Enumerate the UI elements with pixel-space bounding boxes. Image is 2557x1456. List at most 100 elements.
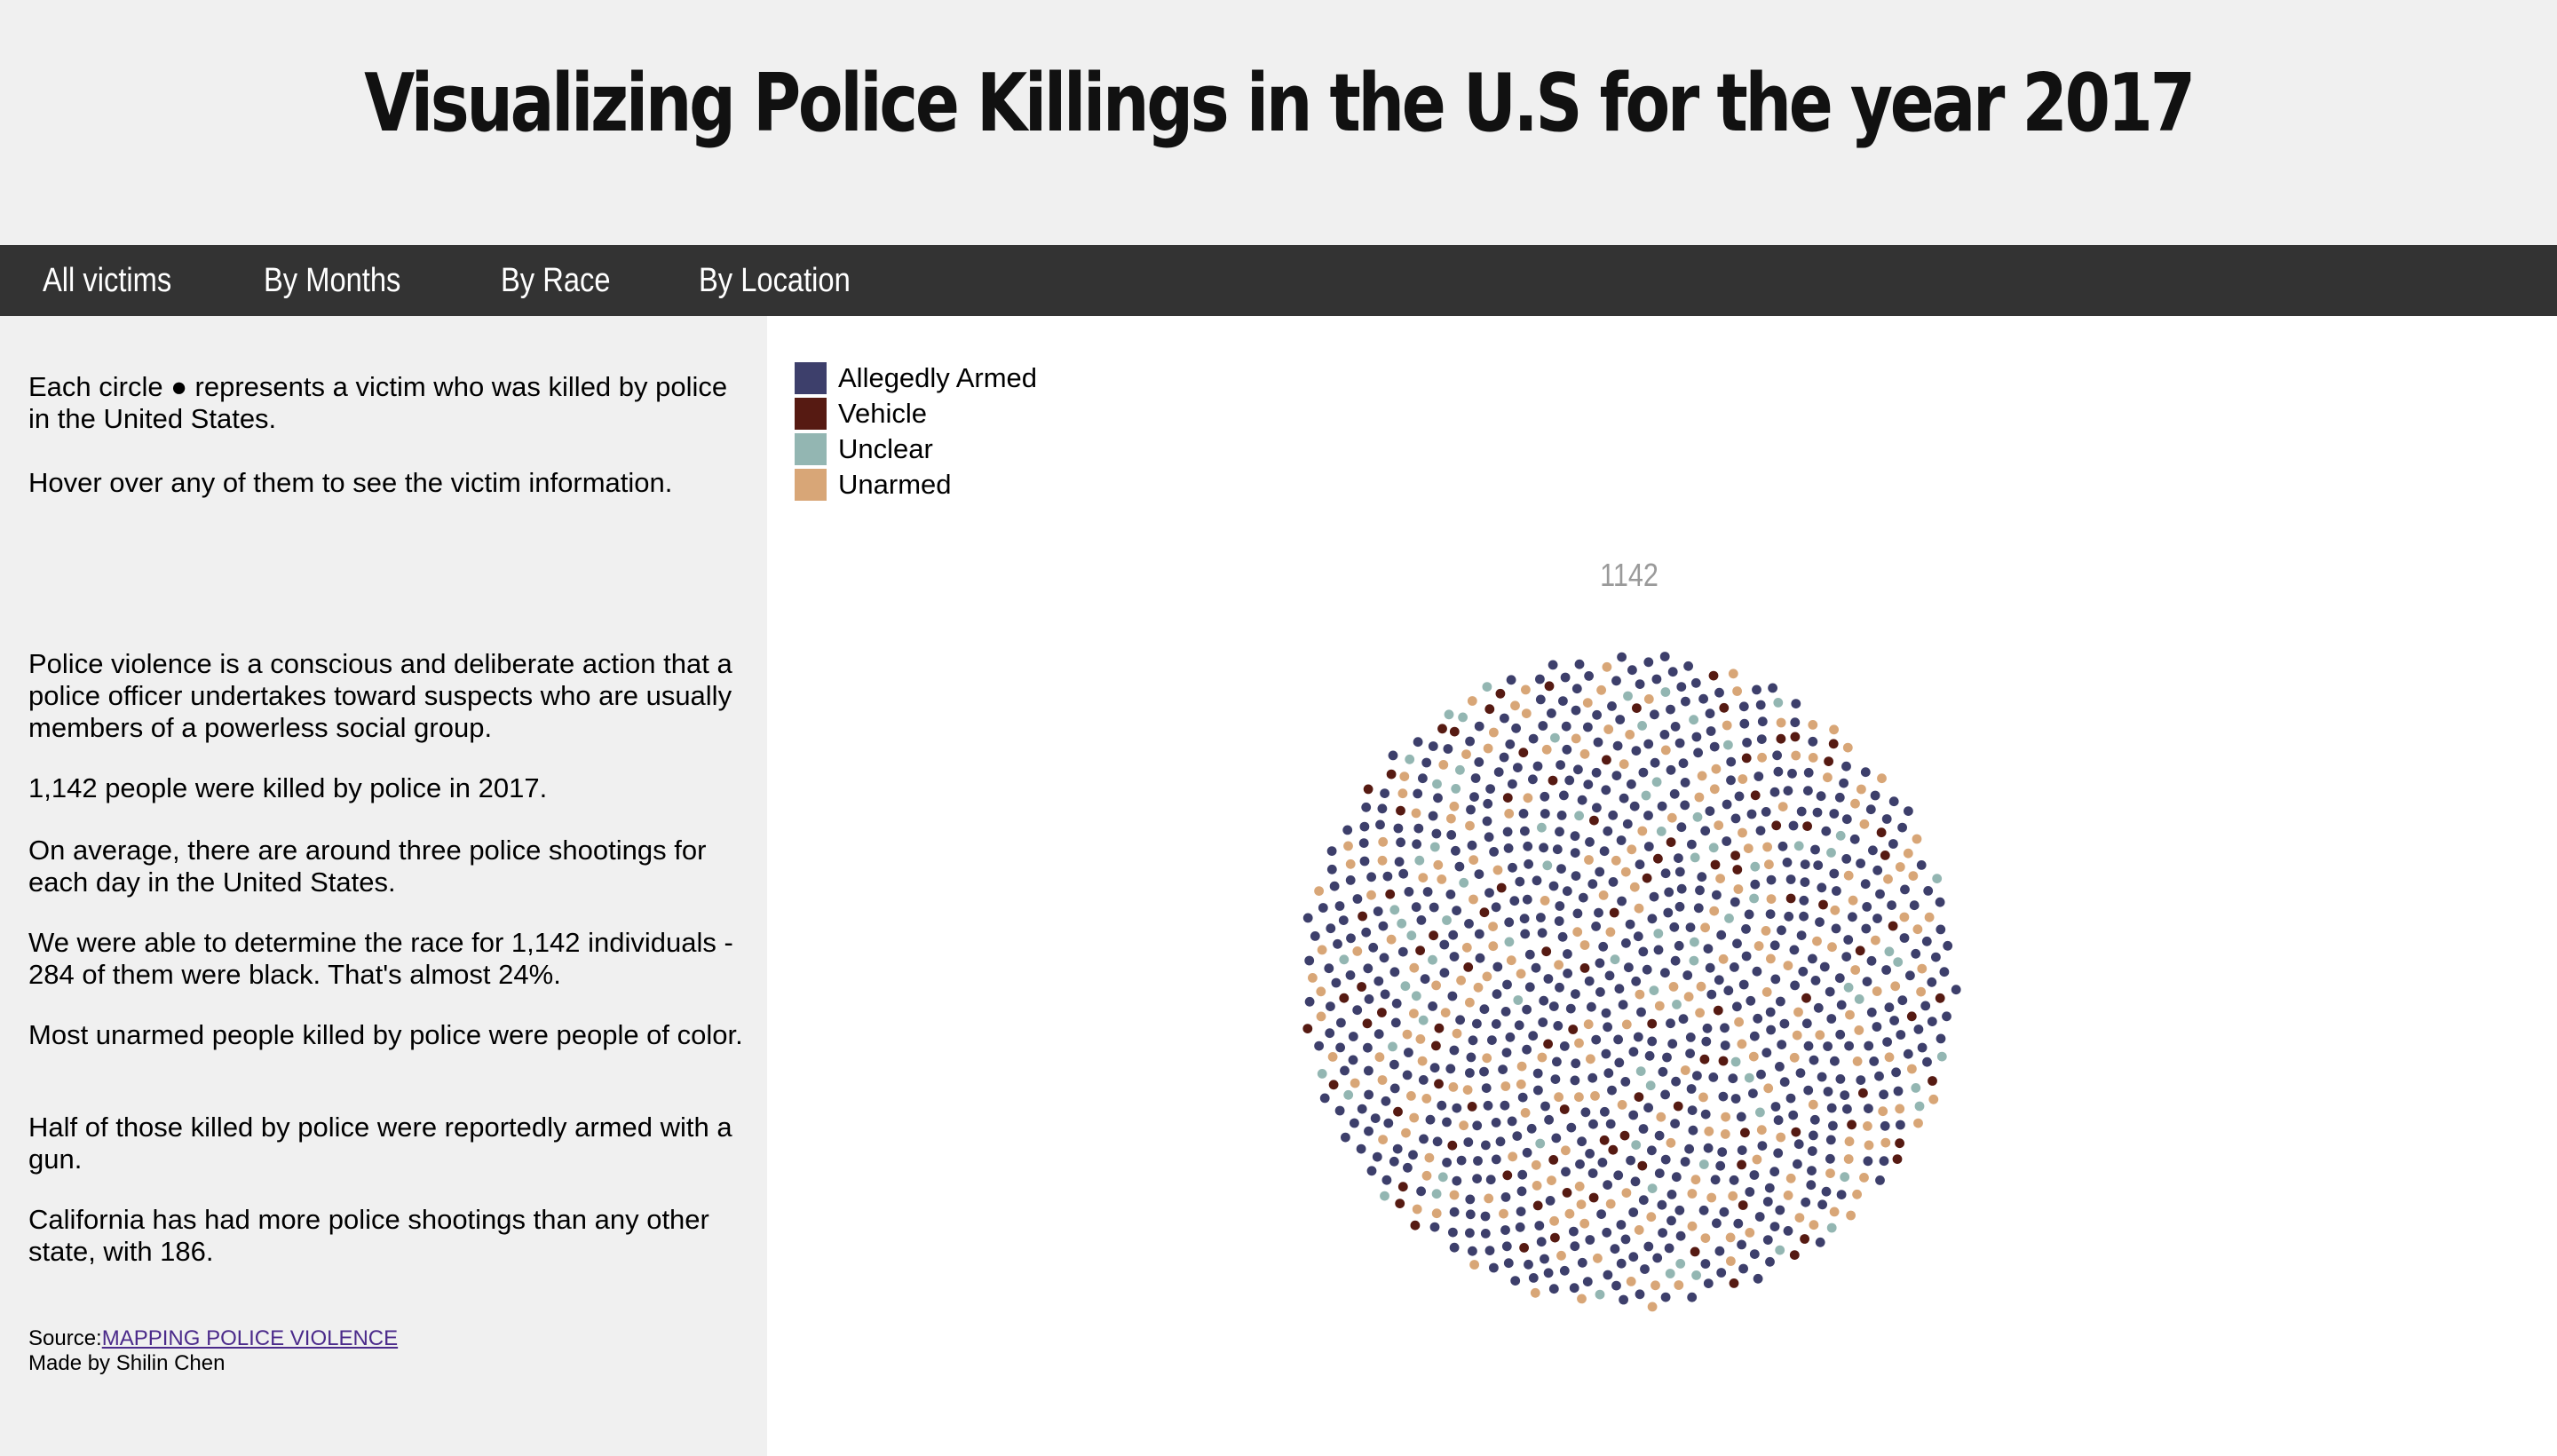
victim-circle[interactable] <box>1434 1079 1444 1089</box>
victim-circle[interactable] <box>1459 1120 1468 1131</box>
victim-circle[interactable] <box>1793 1007 1803 1017</box>
victim-circle[interactable] <box>1326 1001 1335 1011</box>
victim-circle[interactable] <box>1601 785 1611 795</box>
victim-circle[interactable] <box>1931 952 1941 962</box>
victim-circle[interactable] <box>1682 970 1693 980</box>
victim-circle[interactable] <box>1455 764 1465 775</box>
victim-circle[interactable] <box>1499 1208 1508 1219</box>
victim-circle[interactable] <box>1488 941 1499 952</box>
victim-circle[interactable] <box>1744 1072 1754 1083</box>
victim-circle[interactable] <box>1577 1136 1587 1147</box>
victim-circle[interactable] <box>1897 822 1907 833</box>
victim-circle[interactable] <box>1532 875 1542 886</box>
victim-circle[interactable] <box>1664 1243 1674 1254</box>
victim-circle[interactable] <box>1647 1018 1658 1029</box>
victim-circle[interactable] <box>1785 1173 1796 1183</box>
victim-circle[interactable] <box>1386 769 1397 779</box>
victim-circle[interactable] <box>1592 803 1602 813</box>
victim-circle[interactable] <box>1429 930 1438 941</box>
victim-circle[interactable] <box>1687 1105 1698 1115</box>
victim-circle[interactable] <box>1500 1192 1511 1202</box>
victim-circle[interactable] <box>1524 982 1535 993</box>
victim-circle[interactable] <box>1785 874 1796 884</box>
victim-circle[interactable] <box>1393 1106 1403 1117</box>
victim-circle[interactable] <box>1572 908 1583 919</box>
victim-circle[interactable] <box>1815 1237 1825 1247</box>
victim-circle[interactable] <box>1377 1075 1388 1085</box>
victim-circle[interactable] <box>1485 784 1495 794</box>
victim-circle[interactable] <box>1543 1039 1553 1049</box>
victim-circle[interactable] <box>1620 1234 1631 1245</box>
victim-circle[interactable] <box>1881 965 1891 975</box>
victim-circle[interactable] <box>1847 1120 1856 1130</box>
victim-circle[interactable] <box>1622 819 1633 829</box>
victim-circle[interactable] <box>1480 1229 1491 1238</box>
victim-circle[interactable] <box>1638 1195 1649 1206</box>
victim-circle[interactable] <box>1389 905 1400 915</box>
victim-circle[interactable] <box>1927 1017 1937 1026</box>
victim-circle[interactable] <box>1792 1030 1802 1041</box>
victim-circle[interactable] <box>1415 946 1425 955</box>
victim-circle[interactable] <box>1451 784 1461 794</box>
victim-circle[interactable] <box>1534 1221 1545 1230</box>
victim-circle[interactable] <box>1599 1135 1610 1145</box>
victim-circle[interactable] <box>1708 670 1719 681</box>
victim-circle[interactable] <box>1670 722 1681 732</box>
victim-circle[interactable] <box>1418 773 1428 784</box>
victim-circle[interactable] <box>1815 917 1825 927</box>
victim-circle[interactable] <box>1607 701 1617 711</box>
victim-circle[interactable] <box>1764 1183 1775 1193</box>
victim-circle[interactable] <box>1752 966 1762 977</box>
victim-circle[interactable] <box>1660 868 1671 879</box>
victim-circle[interactable] <box>1364 1089 1373 1100</box>
victim-circle[interactable] <box>1660 968 1670 978</box>
victim-circle[interactable] <box>1350 1078 1360 1088</box>
victim-circle[interactable] <box>1461 749 1471 759</box>
victim-circle[interactable] <box>1757 716 1768 727</box>
victim-circle[interactable] <box>1550 1074 1561 1084</box>
victim-circle[interactable] <box>1563 949 1572 959</box>
victim-circle[interactable] <box>1500 1081 1511 1091</box>
victim-circle[interactable] <box>1345 875 1356 885</box>
victim-circle[interactable] <box>1491 1019 1501 1029</box>
victim-circle[interactable] <box>1799 911 1809 922</box>
victim-circle[interactable] <box>1810 976 1821 985</box>
victim-circle[interactable] <box>1750 879 1761 890</box>
victim-circle[interactable] <box>1395 1199 1405 1208</box>
victim-circle[interactable] <box>1913 1025 1924 1034</box>
victim-circle[interactable] <box>1468 855 1479 865</box>
victim-circle[interactable] <box>1368 942 1379 953</box>
victim-circle[interactable] <box>1570 1241 1580 1252</box>
victim-circle[interactable] <box>1632 703 1642 713</box>
victim-circle[interactable] <box>1717 1147 1728 1157</box>
victim-circle[interactable] <box>1762 1197 1773 1207</box>
victim-circle[interactable] <box>1539 843 1548 853</box>
victim-circle[interactable] <box>1823 1041 1833 1051</box>
victim-circle[interactable] <box>1865 804 1876 815</box>
victim-circle[interactable] <box>1591 922 1601 931</box>
victim-circle[interactable] <box>1666 704 1675 715</box>
victim-circle[interactable] <box>1591 1034 1602 1045</box>
victim-circle[interactable] <box>1545 1196 1556 1206</box>
victim-circle[interactable] <box>1397 788 1408 799</box>
victim-circle[interactable] <box>1912 924 1923 935</box>
victim-circle[interactable] <box>1728 1073 1738 1084</box>
victim-circle[interactable] <box>1690 937 1699 947</box>
victim-circle[interactable] <box>1483 743 1493 754</box>
victim-circle[interactable] <box>1472 1018 1482 1029</box>
victim-circle[interactable] <box>1464 919 1474 929</box>
victim-circle[interactable] <box>1750 861 1761 872</box>
victim-circle[interactable] <box>1362 1018 1373 1029</box>
victim-circle[interactable] <box>1629 882 1640 892</box>
victim-circle[interactable] <box>1686 1084 1697 1094</box>
victim-circle[interactable] <box>1378 1135 1388 1144</box>
victim-circle[interactable] <box>1462 1085 1473 1095</box>
victim-circle[interactable] <box>1508 862 1517 873</box>
victim-circle[interactable] <box>1880 1120 1890 1131</box>
victim-circle[interactable] <box>1763 1083 1774 1094</box>
victim-circle[interactable] <box>1666 1018 1675 1029</box>
victim-circle[interactable] <box>1744 909 1754 920</box>
victim-circle[interactable] <box>1714 687 1724 698</box>
victim-circle[interactable] <box>1338 915 1349 925</box>
victim-circle[interactable] <box>1610 1244 1620 1254</box>
